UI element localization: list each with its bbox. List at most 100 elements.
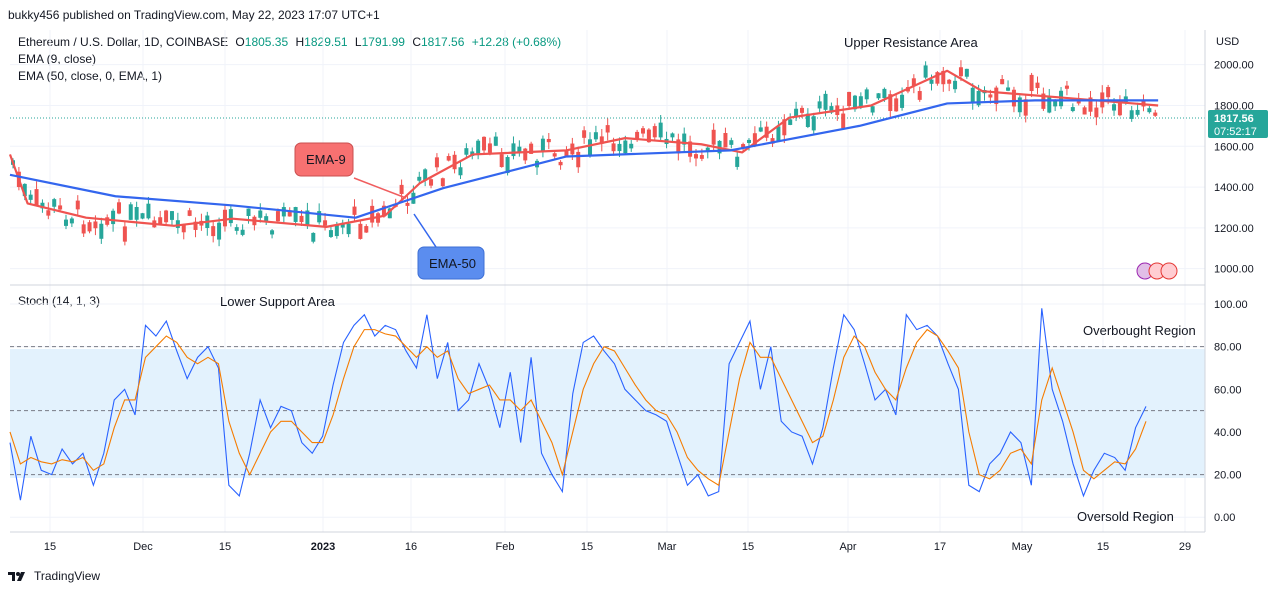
candle-body — [711, 129, 716, 145]
overbought-label: Overbought Region — [1083, 323, 1196, 338]
candle-body — [405, 202, 410, 206]
stoch-tick-label: 20.00 — [1214, 470, 1242, 482]
candle-body — [499, 154, 504, 168]
flag-icons — [1136, 262, 1178, 280]
price-tick-label: 1600.00 — [1214, 141, 1254, 153]
candle-body — [358, 223, 363, 239]
candle-body — [270, 230, 275, 235]
candle-body — [735, 156, 740, 167]
candle-body — [729, 140, 734, 145]
candle-body — [222, 209, 227, 227]
upper-resistance-label: Upper Resistance Area — [844, 35, 978, 50]
candle-body — [870, 106, 875, 113]
candle-body — [623, 140, 628, 154]
ema50-callout[interactable]: EMA-50 — [413, 213, 485, 280]
candle-body — [782, 119, 787, 136]
candle-body — [894, 98, 899, 112]
stoch-tick-label: 60.00 — [1214, 384, 1242, 396]
time-tick-label: 15 — [581, 541, 593, 553]
candle-body — [676, 139, 681, 154]
candle-body — [558, 161, 563, 166]
candle-body — [370, 205, 375, 223]
candle-body — [941, 70, 946, 85]
candle-body — [140, 213, 145, 219]
stoch-tick-label: 80.00 — [1214, 342, 1242, 354]
candle-body — [99, 223, 104, 239]
open-value: 1805.35 — [244, 35, 289, 49]
candle-body — [1000, 79, 1005, 85]
candle-body — [611, 143, 616, 152]
candle-body — [935, 72, 940, 84]
candle-body — [1017, 97, 1022, 113]
candle-body — [917, 91, 922, 100]
candle-body — [882, 88, 887, 99]
candle-body — [434, 157, 439, 168]
candle-body — [34, 189, 39, 206]
candle-body — [305, 210, 310, 226]
ema9-legend[interactable]: EMA (9, close) — [18, 52, 97, 66]
candle-body — [175, 220, 180, 228]
candle-body — [947, 79, 952, 84]
time-tick-label: 16 — [405, 541, 417, 553]
candle-body — [923, 65, 928, 78]
candle-body — [63, 219, 68, 226]
candle-body — [764, 126, 769, 138]
ema9-callout[interactable]: EMA-9 — [294, 142, 407, 199]
candle-body — [900, 94, 905, 108]
candle-body — [641, 128, 646, 134]
candle-body — [699, 155, 704, 159]
candle-body — [81, 224, 86, 234]
candle-body — [593, 132, 598, 140]
candle-body — [1064, 85, 1069, 89]
candle-body — [858, 96, 863, 107]
candle-body — [605, 125, 610, 133]
candle-body — [758, 127, 763, 132]
candle-body — [670, 133, 675, 138]
candle-body — [22, 183, 27, 197]
low-label: L — [354, 35, 362, 49]
close-label: C — [412, 35, 421, 49]
candle-body — [75, 200, 80, 210]
candle-body — [93, 221, 98, 229]
tradingview-footer[interactable]: TradingView — [8, 569, 100, 583]
symbol-legend[interactable]: Ethereum / U.S. Dollar, 1D, COINBASE O18… — [18, 35, 561, 49]
price-tick-label: 1400.00 — [1214, 182, 1254, 194]
candle-body — [258, 210, 263, 218]
candle-body — [811, 116, 816, 131]
candle-body — [340, 222, 345, 228]
candle-body — [69, 218, 74, 224]
candle-body — [58, 205, 63, 210]
candle-body — [122, 226, 127, 242]
candle-body — [105, 217, 110, 225]
candle-body — [493, 136, 498, 146]
candle-body — [217, 222, 222, 240]
candle-body — [847, 91, 852, 107]
close-value: 1817.56 — [421, 35, 465, 49]
price-axis-unit: USD — [1216, 36, 1239, 48]
candle-body — [482, 136, 487, 151]
candle-body — [458, 167, 463, 176]
candle-body — [40, 202, 45, 209]
stoch-band-fill — [10, 349, 1205, 478]
candle-body — [293, 207, 298, 222]
high-value: 1829.51 — [304, 35, 348, 49]
candle-body — [517, 146, 522, 153]
stoch-tick-label: 40.00 — [1214, 427, 1242, 439]
ema50-legend[interactable]: EMA (50, close, 0, EMA, 1) — [18, 69, 163, 83]
candle-body — [1070, 107, 1075, 112]
candle-body — [994, 87, 999, 105]
candle-body — [234, 227, 239, 231]
price-tick-label: 1800.00 — [1214, 100, 1254, 112]
candle-body — [429, 179, 434, 186]
time-tick-label: 29 — [1179, 541, 1191, 553]
candle-body — [464, 148, 469, 155]
candle-body — [888, 94, 893, 112]
candle-body — [688, 141, 693, 157]
stoch-k-line — [9, 308, 1147, 501]
candle-body — [929, 79, 934, 84]
lower-support-label: Lower Support Area — [220, 294, 336, 309]
candle-body — [1006, 87, 1011, 91]
candle-body — [111, 210, 116, 225]
tradingview-logo-icon — [8, 572, 25, 581]
